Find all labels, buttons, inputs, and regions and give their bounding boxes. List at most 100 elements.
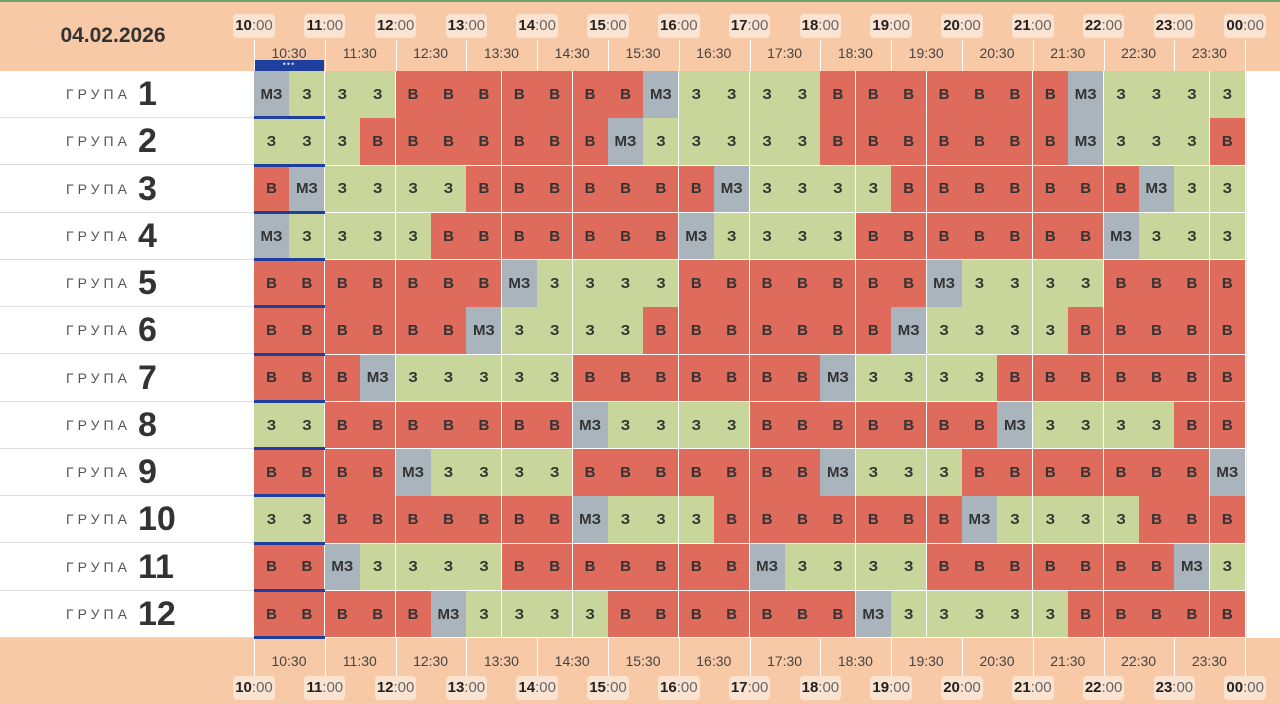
schedule-cell[interactable]: В bbox=[1103, 590, 1140, 639]
schedule-cell[interactable]: З bbox=[537, 260, 574, 308]
schedule-cell[interactable]: В bbox=[962, 212, 998, 261]
schedule-cell[interactable]: З bbox=[1032, 590, 1069, 639]
schedule-cell[interactable]: В bbox=[360, 260, 397, 308]
schedule-cell[interactable]: З bbox=[360, 212, 397, 261]
schedule-cell[interactable]: МЗ bbox=[749, 543, 786, 592]
schedule-cell[interactable]: В bbox=[289, 307, 326, 355]
schedule-cell[interactable]: В bbox=[431, 71, 467, 119]
schedule-cell[interactable]: З bbox=[785, 212, 821, 261]
schedule-cell[interactable]: З bbox=[643, 118, 680, 166]
schedule-cell[interactable]: В bbox=[820, 260, 857, 308]
schedule-cell[interactable]: З bbox=[289, 212, 326, 261]
schedule-cell[interactable]: МЗ bbox=[395, 449, 432, 497]
schedule-cell[interactable]: З bbox=[1174, 165, 1211, 214]
schedule-cell[interactable]: В bbox=[997, 71, 1034, 119]
schedule-cell[interactable]: В bbox=[1139, 260, 1175, 308]
schedule-cell[interactable]: В bbox=[891, 212, 928, 261]
schedule-cell[interactable]: З bbox=[1209, 212, 1246, 261]
schedule-cell[interactable]: В bbox=[1032, 354, 1069, 403]
schedule-cell[interactable]: В bbox=[749, 401, 786, 450]
schedule-cell[interactable]: В bbox=[324, 260, 361, 308]
schedule-cell[interactable]: В bbox=[1032, 543, 1069, 592]
schedule-cell[interactable]: З bbox=[926, 590, 963, 639]
schedule-cell[interactable]: З bbox=[324, 71, 361, 119]
schedule-cell[interactable]: В bbox=[572, 449, 609, 497]
schedule-cell[interactable]: В bbox=[855, 496, 892, 544]
schedule-cell[interactable]: В bbox=[785, 260, 821, 308]
schedule-cell[interactable]: В bbox=[855, 260, 892, 308]
schedule-cell[interactable]: В bbox=[572, 212, 609, 261]
schedule-cell[interactable]: В bbox=[820, 307, 857, 355]
schedule-cell[interactable]: В bbox=[962, 118, 998, 166]
schedule-cell[interactable]: В bbox=[572, 543, 609, 592]
schedule-cell[interactable]: МЗ bbox=[678, 212, 715, 261]
schedule-cell[interactable]: В bbox=[1174, 496, 1211, 544]
schedule-cell[interactable]: В bbox=[431, 307, 467, 355]
schedule-cell[interactable]: В bbox=[537, 212, 574, 261]
schedule-cell[interactable]: В bbox=[1068, 212, 1105, 261]
schedule-cell[interactable]: З bbox=[678, 118, 715, 166]
schedule-cell[interactable]: МЗ bbox=[501, 260, 538, 308]
schedule-cell[interactable]: В bbox=[714, 590, 751, 639]
schedule-cell[interactable]: В bbox=[714, 260, 751, 308]
schedule-cell[interactable]: В bbox=[997, 212, 1034, 261]
schedule-cell[interactable]: З bbox=[997, 260, 1034, 308]
schedule-cell[interactable]: В bbox=[289, 260, 326, 308]
schedule-cell[interactable]: В bbox=[1139, 354, 1175, 403]
schedule-cell[interactable]: В bbox=[395, 118, 432, 166]
schedule-cell[interactable]: В bbox=[537, 71, 574, 119]
schedule-cell[interactable]: В bbox=[678, 260, 715, 308]
schedule-cell[interactable]: В bbox=[1103, 165, 1140, 214]
schedule-cell[interactable]: В bbox=[608, 543, 644, 592]
schedule-cell[interactable]: З bbox=[891, 354, 928, 403]
schedule-cell[interactable]: З bbox=[997, 590, 1034, 639]
schedule-cell[interactable]: В bbox=[1174, 354, 1211, 403]
schedule-cell[interactable]: В bbox=[1209, 118, 1246, 166]
schedule-cell[interactable]: В bbox=[962, 165, 998, 214]
schedule-cell[interactable]: З bbox=[254, 118, 290, 166]
schedule-cell[interactable]: З bbox=[820, 212, 857, 261]
schedule-cell[interactable]: В bbox=[501, 165, 538, 214]
schedule-cell[interactable]: В bbox=[1139, 543, 1175, 592]
schedule-cell[interactable]: В bbox=[749, 496, 786, 544]
schedule-cell[interactable]: МЗ bbox=[997, 401, 1034, 450]
schedule-cell[interactable]: В bbox=[254, 354, 290, 403]
schedule-cell[interactable]: В bbox=[1103, 354, 1140, 403]
schedule-cell[interactable]: В bbox=[785, 401, 821, 450]
schedule-cell[interactable]: З bbox=[714, 401, 751, 450]
schedule-cell[interactable]: З bbox=[678, 401, 715, 450]
schedule-cell[interactable]: В bbox=[926, 165, 963, 214]
schedule-cell[interactable]: З bbox=[749, 165, 786, 214]
schedule-cell[interactable]: В bbox=[785, 354, 821, 403]
schedule-cell[interactable]: В bbox=[749, 260, 786, 308]
schedule-cell[interactable]: З bbox=[254, 401, 290, 450]
schedule-cell[interactable]: З bbox=[501, 307, 538, 355]
group-label-8[interactable]: ГРУПА 8 bbox=[0, 401, 254, 449]
schedule-cell[interactable]: В bbox=[1032, 212, 1069, 261]
schedule-cell[interactable]: В bbox=[1174, 307, 1211, 355]
schedule-cell[interactable]: В bbox=[466, 71, 503, 119]
schedule-cell[interactable]: В bbox=[360, 449, 397, 497]
schedule-cell[interactable]: З bbox=[289, 401, 326, 450]
schedule-cell[interactable]: В bbox=[962, 449, 998, 497]
schedule-cell[interactable]: З bbox=[749, 71, 786, 119]
schedule-cell[interactable]: В bbox=[1032, 118, 1069, 166]
schedule-cell[interactable]: В bbox=[891, 118, 928, 166]
schedule-cell[interactable]: В bbox=[431, 212, 467, 261]
schedule-cell[interactable]: З bbox=[997, 496, 1034, 544]
schedule-cell[interactable]: В bbox=[1209, 401, 1246, 450]
schedule-cell[interactable]: В bbox=[395, 307, 432, 355]
schedule-cell[interactable]: З bbox=[643, 260, 680, 308]
schedule-cell[interactable]: В bbox=[962, 401, 998, 450]
schedule-cell[interactable]: В bbox=[360, 401, 397, 450]
schedule-cell[interactable]: В bbox=[501, 543, 538, 592]
schedule-cell[interactable]: В bbox=[643, 354, 680, 403]
schedule-cell[interactable]: В bbox=[537, 543, 574, 592]
schedule-cell[interactable]: З bbox=[395, 543, 432, 592]
schedule-cell[interactable]: З bbox=[1103, 401, 1140, 450]
schedule-cell[interactable]: З bbox=[431, 354, 467, 403]
schedule-cell[interactable]: В bbox=[785, 496, 821, 544]
schedule-cell[interactable]: МЗ bbox=[254, 71, 290, 119]
schedule-cell[interactable]: З bbox=[501, 449, 538, 497]
schedule-cell[interactable]: В bbox=[395, 590, 432, 639]
